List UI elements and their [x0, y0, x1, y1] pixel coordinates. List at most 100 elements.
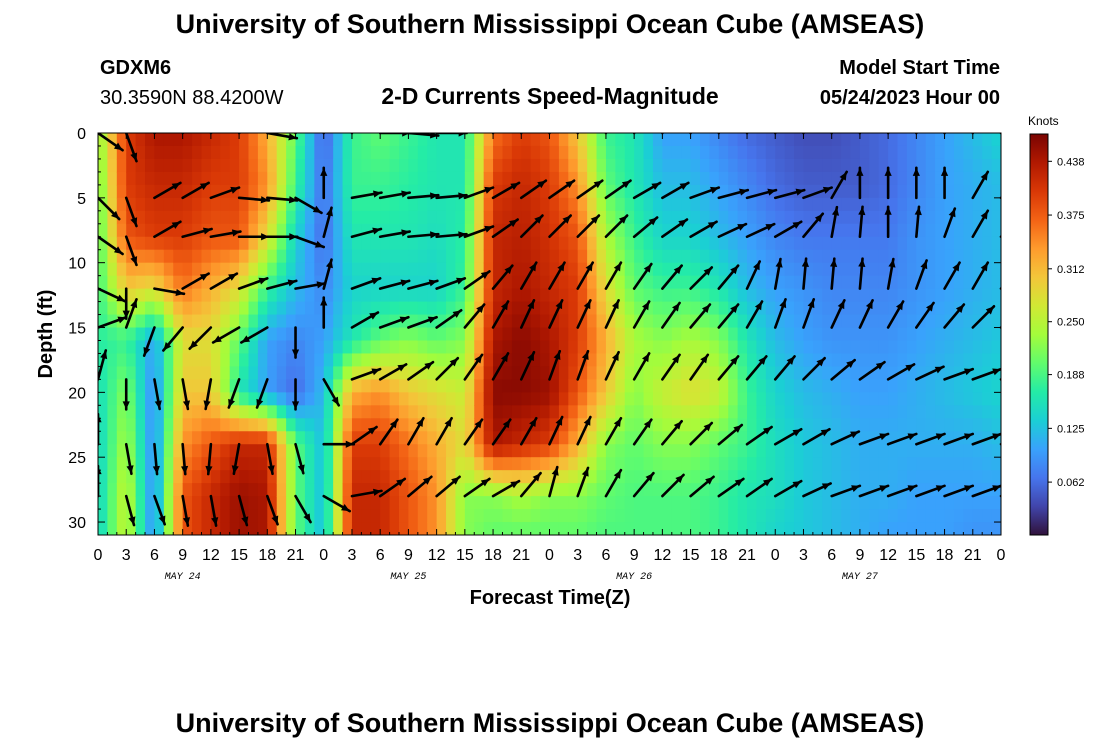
- heatmap-cell: [248, 184, 259, 199]
- heatmap-cell: [784, 340, 795, 355]
- heatmap-cell: [944, 496, 955, 510]
- heatmap-cell: [417, 158, 428, 173]
- heatmap-cell: [822, 145, 833, 160]
- heatmap-cell: [408, 470, 419, 484]
- heatmap-cell: [662, 418, 673, 432]
- heatmap-cell: [859, 379, 870, 393]
- heatmap-cell: [257, 158, 268, 173]
- heatmap-cell: [634, 249, 645, 264]
- heatmap-cell: [530, 392, 541, 406]
- x-tick-label: 12: [202, 547, 220, 564]
- heatmap-cell: [944, 431, 955, 445]
- heatmap-cell: [521, 210, 532, 225]
- heatmap-cell: [756, 197, 767, 212]
- heatmap-cell: [389, 405, 400, 419]
- heatmap-cell: [709, 340, 720, 355]
- current-vector-arrow: [858, 133, 862, 135]
- current-vector-arrow: [180, 442, 189, 476]
- heatmap-cell: [841, 392, 852, 406]
- heatmap-cell: [935, 496, 946, 510]
- heatmap-cell: [173, 314, 184, 329]
- heatmap-cell: [455, 288, 466, 303]
- current-vector-arrow: [915, 432, 946, 446]
- heatmap-cell: [182, 288, 193, 303]
- heatmap-cell: [210, 353, 221, 368]
- heatmap-cell: [925, 145, 936, 160]
- current-vector-arrow: [124, 235, 138, 267]
- heatmap-cell: [464, 301, 475, 316]
- heatmap-cell: [596, 314, 607, 329]
- current-vector-arrow: [632, 352, 651, 381]
- heatmap-cell: [192, 353, 203, 368]
- heatmap-cell: [436, 457, 447, 471]
- heatmap-cell: [897, 353, 908, 368]
- heatmap-cell: [690, 470, 701, 484]
- heatmap-cell: [511, 366, 522, 380]
- heatmap-cell: [869, 418, 880, 432]
- heatmap-cell: [351, 522, 362, 535]
- current-vector-arrow: [915, 259, 928, 290]
- heatmap-cell: [163, 405, 174, 419]
- heatmap-cell: [662, 379, 673, 393]
- heatmap-cell: [841, 158, 852, 173]
- heatmap-cell: [953, 405, 964, 419]
- heatmap-cell: [173, 288, 184, 303]
- heatmap-cell: [267, 133, 278, 147]
- heatmap-cell: [690, 392, 701, 406]
- heatmap-cell: [267, 223, 278, 238]
- heatmap-cell: [869, 457, 880, 471]
- heatmap-cell: [342, 210, 353, 225]
- heatmap-cell: [897, 522, 908, 535]
- heatmap-cell: [963, 133, 974, 147]
- heatmap-cell: [822, 353, 833, 368]
- heatmap-cell: [540, 262, 551, 277]
- heatmap-cell: [850, 145, 861, 160]
- heatmap-cell: [935, 392, 946, 406]
- heatmap-cell: [389, 340, 400, 355]
- heatmap-cell: [182, 262, 193, 277]
- heatmap-cell: [145, 509, 156, 523]
- heatmap-cell: [220, 340, 231, 355]
- heatmap-cell: [239, 223, 250, 238]
- heatmap-cell: [568, 431, 579, 445]
- heatmap-cell: [558, 405, 569, 419]
- heatmap-cell: [690, 496, 701, 510]
- heatmap-cell: [775, 301, 786, 316]
- heatmap-cell: [464, 418, 475, 432]
- heatmap-cell: [540, 275, 551, 290]
- heatmap-cell: [493, 483, 504, 497]
- current-vector-arrow: [999, 133, 1001, 135]
- heatmap-cell: [709, 210, 720, 225]
- heatmap-cell: [831, 236, 842, 251]
- heatmap-cell: [483, 158, 494, 173]
- heatmap-cell: [775, 210, 786, 225]
- heatmap-cell: [756, 509, 767, 523]
- heatmap-cell: [709, 353, 720, 368]
- heatmap-cell: [116, 405, 127, 419]
- current-vector-arrow: [971, 209, 990, 239]
- heatmap-cell: [182, 457, 193, 471]
- heatmap-cell: [351, 405, 362, 419]
- heatmap-cell: [530, 158, 541, 173]
- heatmap-cell: [530, 223, 541, 238]
- heatmap-cell: [182, 444, 193, 458]
- heatmap-cell: [257, 197, 268, 212]
- heatmap-cell: [380, 418, 391, 432]
- heatmap-cell: [145, 444, 156, 458]
- current-vector-arrow: [322, 206, 333, 239]
- heatmap-cell: [709, 522, 720, 535]
- heatmap-cell: [446, 340, 457, 355]
- heatmap-cell: [455, 483, 466, 497]
- heatmap-cell: [916, 262, 927, 277]
- heatmap-cell: [483, 392, 494, 406]
- heatmap-cell: [859, 353, 870, 368]
- heatmap-cell: [888, 327, 899, 342]
- heatmap-cell: [154, 210, 165, 225]
- heatmap-cell: [370, 301, 381, 316]
- heatmap-cell: [935, 418, 946, 432]
- heatmap-cell: [126, 496, 137, 510]
- heatmap-cell: [436, 288, 447, 303]
- current-vector-arrow: [830, 430, 861, 446]
- heatmap-cell: [859, 249, 870, 264]
- current-vector-arrow: [237, 196, 271, 204]
